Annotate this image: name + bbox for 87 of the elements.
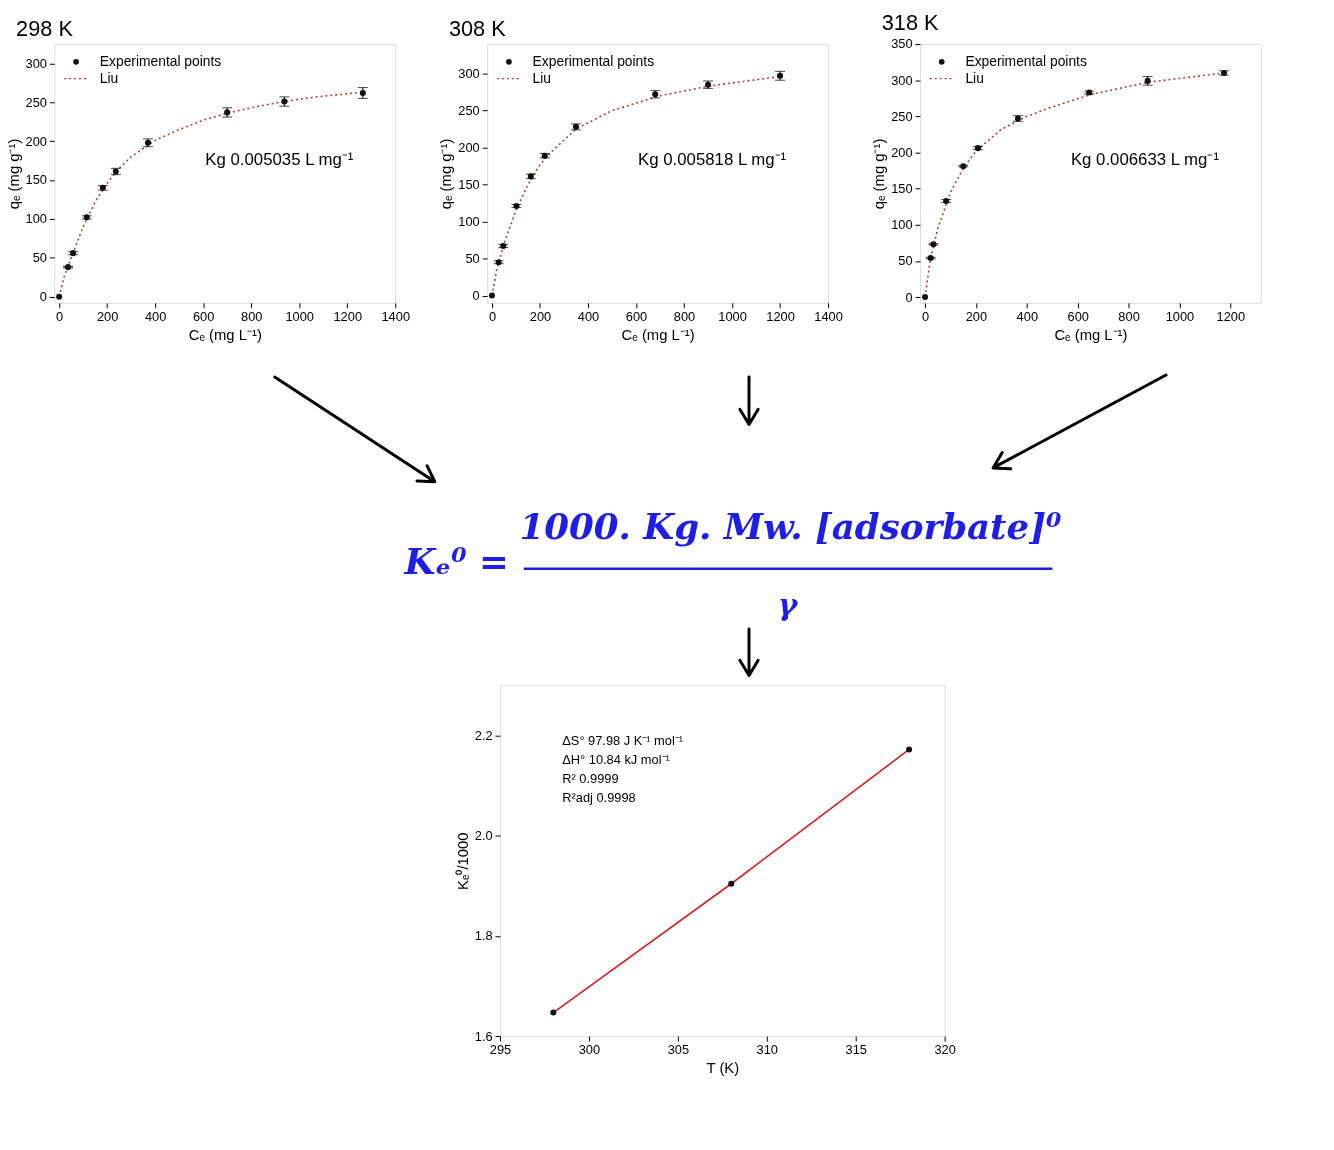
y-tick-label: 1.6	[474, 1028, 493, 1044]
x-axis-title: Cₑ (mg L⁻¹)	[621, 326, 695, 343]
y-tick-label: 100	[25, 211, 47, 227]
y-tick-label: 250	[25, 94, 47, 110]
x-tick-label: 600	[192, 309, 215, 325]
text: Kₑ⁰ =	[403, 540, 509, 582]
y-tick-label: 200	[891, 144, 913, 160]
x-tick-label: 0	[56, 309, 64, 325]
point	[550, 1009, 557, 1016]
x-axis-title: Cₑ (mg L⁻¹)	[1054, 326, 1128, 343]
x-tick-label: 600	[1067, 309, 1089, 325]
point	[488, 292, 495, 299]
y-tick-label: 100	[458, 213, 480, 229]
x-axis-title: Cₑ (mg L⁻¹)	[188, 326, 262, 343]
legend-label: Liu	[532, 69, 552, 86]
x-tick-label: 1400	[814, 309, 843, 325]
y-tick-label: 0	[472, 287, 480, 303]
annotation: R² 0.9999	[562, 770, 619, 786]
y-tick-label: 150	[891, 181, 913, 197]
annotation: ΔH° 10.84 kJ mol⁻¹	[562, 752, 670, 768]
x-tick-label: 400	[1016, 309, 1039, 325]
y-tick-label: 300	[891, 72, 913, 88]
legend-label: Experimental points	[965, 52, 1087, 69]
y-tick-label: 50	[465, 250, 480, 266]
x-tick-label: 310	[756, 1042, 778, 1058]
x-axis-title: T (K)	[706, 1060, 740, 1077]
x-tick-label: 200	[96, 309, 119, 325]
y-tick-label: 150	[458, 176, 480, 192]
y-tick-label: 200	[25, 133, 47, 149]
x-tick-label: 1000	[718, 309, 747, 325]
y-tick-label: 150	[25, 172, 47, 188]
y-tick-label: 200	[458, 140, 480, 155]
point	[56, 293, 63, 300]
y-tick-label: 250	[891, 108, 913, 124]
annotation: Kg 0.006633 L mg⁻¹	[1070, 150, 1220, 170]
x-tick-label: 1000	[1165, 309, 1195, 325]
y-axis-title: qₑ (mg g⁻¹)	[871, 138, 888, 210]
text: γ	[777, 587, 799, 623]
x-tick-label: 295	[489, 1042, 512, 1058]
x-tick-label: 200	[965, 309, 988, 325]
x-tick-label: 305	[667, 1042, 690, 1058]
y-axis-title: qₑ (mg g⁻¹)	[438, 138, 455, 210]
x-tick-label: 800	[673, 309, 696, 325]
legend-label: Experimental points	[99, 52, 222, 69]
y-tick-label: 100	[891, 217, 913, 233]
point	[922, 294, 929, 301]
y-tick-label: 0	[39, 289, 47, 305]
y-tick-label: 350	[891, 36, 913, 52]
legend-label: Liu	[99, 69, 119, 86]
x-tick-label: 1200	[766, 309, 795, 325]
y-tick-label: 300	[458, 66, 480, 82]
chart-title: 308 K	[448, 16, 507, 42]
x-tick-label: 200	[529, 309, 552, 325]
chart-title: 298 K	[16, 16, 74, 42]
point	[906, 746, 913, 753]
x-tick-label: 600	[625, 309, 648, 325]
annotation: ΔS° 97.98 J K⁻¹ mol⁻¹	[562, 733, 684, 749]
y-axis-title: Kₑ⁰/1000	[454, 832, 471, 890]
x-tick-label: 1200	[1216, 309, 1246, 325]
legend-label: Liu	[965, 69, 984, 86]
y-tick-label: 2.0	[474, 828, 493, 844]
legend-label: Experimental points	[532, 52, 655, 69]
y-axis-title: qₑ (mg g⁻¹)	[5, 138, 22, 210]
x-tick-label: 1400	[381, 309, 411, 325]
annotation: Kg 0.005035 L mg⁻¹	[205, 150, 354, 170]
annotation: Kg 0.005818 L mg⁻¹	[638, 150, 787, 170]
x-tick-label: 400	[577, 309, 600, 325]
annotation: R²adj 0.9998	[562, 789, 636, 805]
x-tick-label: 800	[1118, 309, 1140, 325]
y-tick-label: 1.8	[474, 928, 493, 944]
x-tick-label: 0	[921, 309, 930, 325]
y-tick-label: 2.2	[474, 727, 493, 743]
x-tick-label: 300	[578, 1042, 601, 1058]
y-tick-label: 0	[905, 289, 913, 305]
x-tick-label: 315	[845, 1042, 867, 1058]
chart-title: 318 K	[881, 10, 940, 36]
x-tick-label: 1200	[333, 309, 363, 325]
x-tick-label: 320	[934, 1042, 956, 1058]
point	[728, 880, 735, 887]
y-tick-label: 50	[898, 253, 913, 269]
text: 1000. Kg. Mw. [adsorbate]⁰	[519, 506, 1062, 548]
x-tick-label: 400	[144, 309, 167, 325]
y-tick-label: 300	[25, 55, 47, 71]
x-tick-label: 800	[241, 309, 263, 325]
y-tick-label: 250	[458, 103, 480, 119]
y-tick-label: 50	[32, 250, 47, 266]
x-tick-label: 1000	[285, 309, 314, 325]
